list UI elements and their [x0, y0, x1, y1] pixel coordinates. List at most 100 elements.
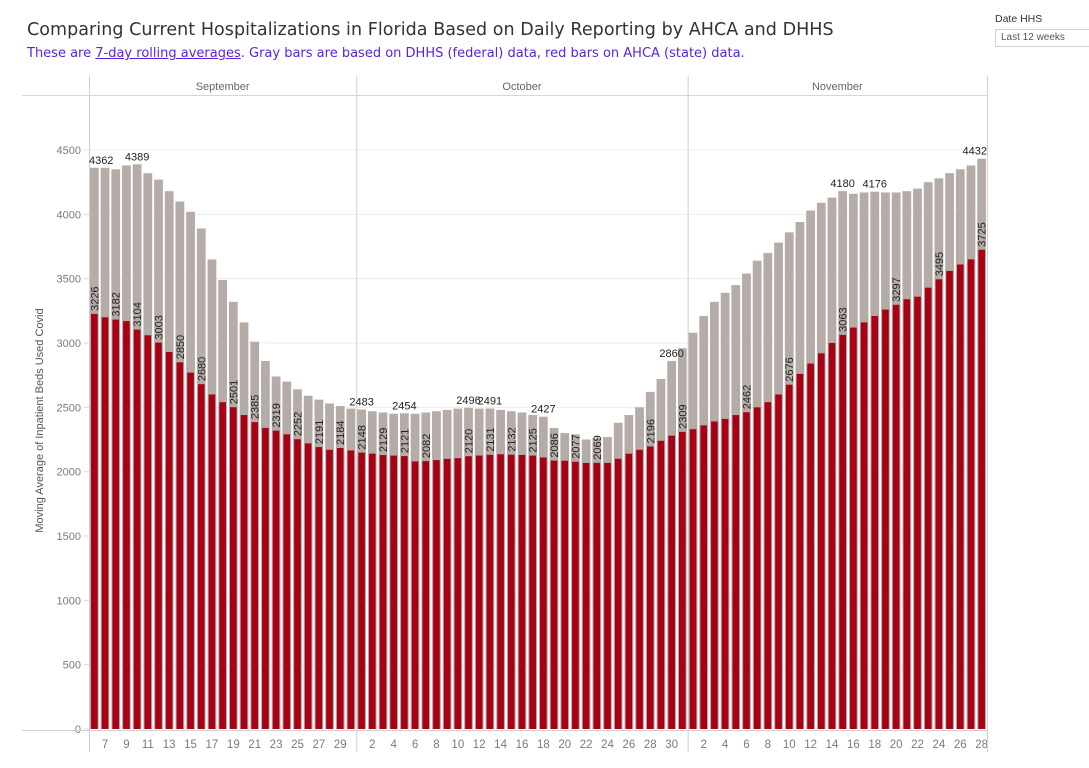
date-hhs-filter-select[interactable]: Last 12 weeks — [995, 29, 1089, 47]
rolling-averages-link[interactable]: 7-day rolling averages — [95, 46, 241, 61]
ahca-bar[interactable] — [775, 394, 782, 729]
ahca-bar[interactable] — [946, 270, 953, 729]
x-tick-label: 22 — [911, 739, 924, 751]
ahca-bar[interactable] — [860, 322, 868, 729]
ahca-bar[interactable] — [251, 422, 259, 729]
ahca-bar[interactable] — [625, 453, 633, 729]
ahca-bar[interactable] — [807, 363, 814, 729]
ahca-bar[interactable] — [817, 353, 825, 729]
ahca-bar[interactable] — [507, 454, 515, 729]
ahca-bar[interactable] — [978, 249, 985, 729]
ahca-bar[interactable] — [700, 425, 708, 729]
y-tick-label: 500 — [63, 660, 81, 672]
ahca-bar[interactable] — [689, 429, 697, 729]
ahca-bar[interactable] — [133, 329, 141, 729]
ahca-bar[interactable] — [871, 315, 879, 729]
ahca-bar[interactable] — [411, 461, 419, 729]
ahca-bar[interactable] — [604, 462, 611, 729]
ahca-bar[interactable] — [593, 462, 601, 729]
ahca-bar[interactable] — [540, 457, 547, 729]
ahca-bar[interactable] — [315, 447, 323, 729]
x-tick-label: 18 — [537, 739, 550, 751]
ahca-bar[interactable] — [465, 456, 472, 729]
ahca-bar[interactable] — [112, 319, 120, 729]
ahca-bar[interactable] — [219, 402, 226, 729]
ahca-bar[interactable] — [91, 313, 98, 729]
ahca-data-label: 3226 — [89, 286, 101, 310]
ahca-bar[interactable] — [882, 309, 889, 729]
ahca-bar[interactable] — [379, 455, 387, 729]
ahca-bar[interactable] — [336, 447, 344, 729]
ahca-bar[interactable] — [850, 327, 857, 729]
ahca-data-label: 2120 — [464, 429, 476, 453]
ahca-bar[interactable] — [197, 384, 205, 729]
ahca-bar[interactable] — [721, 418, 729, 729]
ahca-bar[interactable] — [101, 317, 109, 729]
ahca-bar[interactable] — [347, 450, 355, 729]
ahca-bar[interactable] — [187, 372, 194, 729]
ahca-bar[interactable] — [294, 439, 301, 729]
ahca-bar[interactable] — [422, 461, 430, 729]
ahca-bar[interactable] — [582, 462, 590, 729]
ahca-bar[interactable] — [732, 415, 740, 729]
ahca-bar[interactable] — [368, 453, 376, 729]
ahca-bar[interactable] — [358, 452, 365, 729]
ahca-bar[interactable] — [935, 279, 943, 729]
ahca-bar[interactable] — [176, 362, 184, 729]
ahca-data-label: 2069 — [592, 435, 604, 459]
ahca-bar[interactable] — [155, 342, 162, 729]
ahca-bar[interactable] — [839, 334, 846, 729]
x-tick-label: 8 — [765, 739, 771, 751]
ahca-bar[interactable] — [475, 455, 483, 729]
ahca-bar[interactable] — [272, 430, 280, 729]
ahca-bar[interactable] — [903, 299, 911, 729]
ahca-bar[interactable] — [326, 449, 333, 729]
ahca-data-label: 2191 — [314, 420, 326, 444]
ahca-bar[interactable] — [433, 460, 440, 729]
ahca-bar[interactable] — [497, 454, 504, 729]
ahca-bar[interactable] — [454, 458, 462, 729]
ahca-bar[interactable] — [304, 443, 312, 729]
ahca-bar[interactable] — [230, 407, 237, 729]
ahca-bar[interactable] — [657, 440, 665, 729]
x-tick-label: 2 — [369, 739, 375, 751]
ahca-bar[interactable] — [486, 454, 494, 729]
ahca-bar[interactable] — [262, 427, 269, 729]
ahca-bar[interactable] — [283, 434, 291, 729]
ahca-bar[interactable] — [144, 335, 152, 729]
ahca-bar[interactable] — [668, 435, 675, 729]
ahca-bar[interactable] — [550, 460, 558, 729]
ahca-bar[interactable] — [240, 415, 248, 729]
ahca-bar[interactable] — [572, 461, 579, 729]
ahca-bar[interactable] — [636, 449, 643, 729]
x-tick-label: 26 — [622, 739, 635, 751]
x-tick-label: 11 — [142, 739, 154, 751]
ahca-bar[interactable] — [828, 343, 836, 729]
ahca-bar[interactable] — [390, 455, 397, 729]
ahca-bar[interactable] — [796, 373, 804, 729]
ahca-bar[interactable] — [967, 259, 975, 729]
ahca-bar[interactable] — [401, 456, 408, 729]
ahca-bar[interactable] — [914, 296, 921, 729]
ahca-bar[interactable] — [679, 431, 686, 729]
ahca-bar[interactable] — [123, 321, 130, 729]
x-tick-label: 28 — [644, 739, 657, 751]
ahca-bar[interactable] — [892, 304, 900, 729]
ahca-bar[interactable] — [208, 394, 216, 729]
ahca-bar[interactable] — [443, 458, 451, 729]
ahca-bar[interactable] — [956, 264, 964, 729]
ahca-bar[interactable] — [614, 458, 622, 729]
y-tick-label: 2500 — [57, 402, 81, 414]
y-tick-label: 1000 — [57, 595, 81, 607]
ahca-bar[interactable] — [753, 407, 761, 729]
ahca-bar[interactable] — [924, 287, 932, 729]
ahca-bar[interactable] — [165, 352, 173, 729]
ahca-bar[interactable] — [743, 412, 750, 729]
ahca-bar[interactable] — [529, 455, 536, 729]
ahca-bar[interactable] — [764, 402, 772, 729]
ahca-bar[interactable] — [711, 421, 718, 729]
ahca-bar[interactable] — [785, 384, 793, 729]
ahca-bar[interactable] — [646, 446, 654, 729]
ahca-bar[interactable] — [518, 454, 526, 729]
ahca-bar[interactable] — [561, 460, 569, 729]
